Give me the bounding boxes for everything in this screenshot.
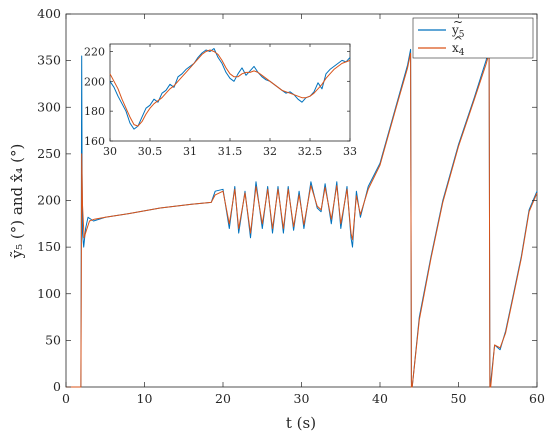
main-x-tick-label: 60 xyxy=(529,391,545,406)
main-y-tick-label: 400 xyxy=(37,6,61,21)
legend-accent-tilde: ~ xyxy=(453,15,463,29)
svg-text:ỹ₅ (°) and x̂₄ (°): ỹ₅ (°) and x̂₄ (°) xyxy=(8,144,26,260)
main-x-ticks: 0 10 20 30 40 50 60 xyxy=(62,14,545,406)
main-y-tick-label: 200 xyxy=(37,193,61,208)
y-axis-label: ỹ₅ (°) and x̂₄ (°) xyxy=(8,144,26,260)
inset-x-tick-label: 32 xyxy=(263,145,277,158)
main-y-tick-label: 350 xyxy=(37,53,61,68)
main-y-tick-label: 150 xyxy=(37,239,61,254)
inset-plot-frame xyxy=(109,43,351,142)
inset-y-tick-label: 180 xyxy=(84,105,105,118)
main-y-ticks: 0 50 100 150 200 250 300 350 400 xyxy=(37,6,537,394)
legend-label-y5: y5 xyxy=(451,23,465,40)
inset-series-group xyxy=(109,48,351,130)
main-y-tick-label: 300 xyxy=(37,99,61,114)
inset-x-tick-label: 30 xyxy=(103,145,117,158)
main-series-line-1 xyxy=(66,52,538,388)
inset-series-line-1 xyxy=(109,49,351,127)
main-x-tick-label: 50 xyxy=(451,391,467,406)
inset-x-tick-label: 32.5 xyxy=(298,145,323,158)
main-y-tick-label: 50 xyxy=(45,332,61,347)
inset-y-ticks: 160 180 200 220 xyxy=(84,45,350,148)
main-x-tick-label: 20 xyxy=(215,391,231,406)
main-x-tick-label: 30 xyxy=(294,391,310,406)
legend-accent-hat: ^ xyxy=(453,34,463,48)
inset-x-tick-label: 30.5 xyxy=(138,145,163,158)
inset-x-tick-label: 33 xyxy=(343,145,357,158)
main-x-tick-label: 10 xyxy=(137,391,153,406)
legend-label-x4: x4 xyxy=(452,41,465,58)
legend-box xyxy=(412,17,534,59)
main-y-tick-label: 100 xyxy=(37,286,61,301)
main-x-tick-label: 0 xyxy=(62,391,70,406)
main-y-tick-label: 0 xyxy=(53,379,61,394)
inset-y-tick-label: 200 xyxy=(84,75,105,88)
inset-y-tick-label: 220 xyxy=(84,45,105,58)
inset-y-tick-label: 160 xyxy=(84,135,105,148)
x-axis-label: t (s) xyxy=(286,414,316,432)
main-x-tick-label: 40 xyxy=(372,391,388,406)
legend: y5 x4 ~ ^ xyxy=(412,15,534,59)
main-series-group xyxy=(66,48,538,388)
main-y-tick-label: 250 xyxy=(37,146,61,161)
inset-x-tick-label: 31.5 xyxy=(218,145,243,158)
inset-x-ticks: 30 30.5 31 31.5 32 32.5 33 xyxy=(103,44,357,158)
inset-x-tick-label: 31 xyxy=(183,145,197,158)
